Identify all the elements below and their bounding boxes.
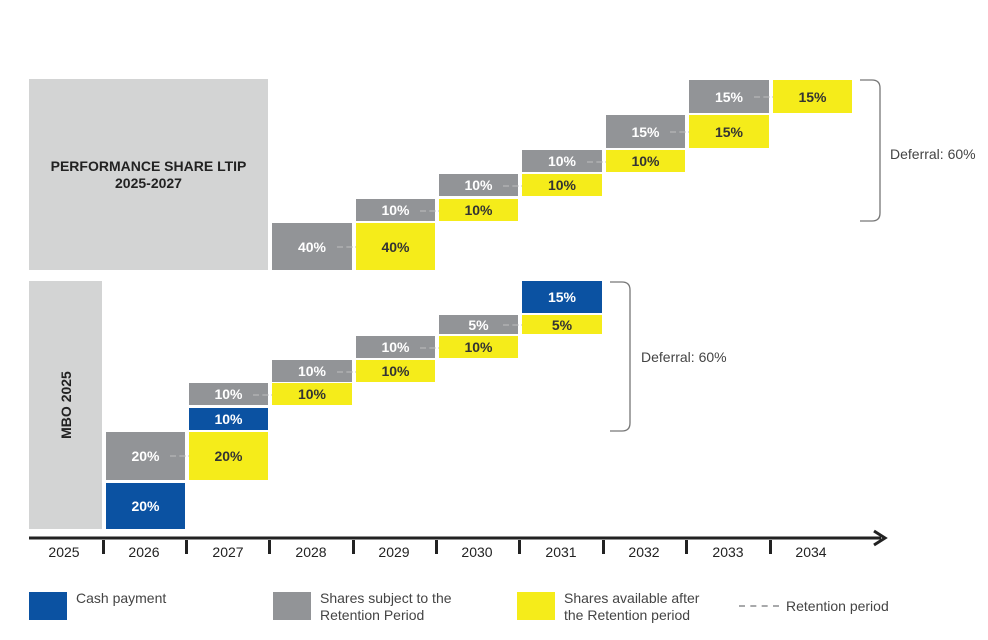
axis-year-2028: 2028 <box>295 544 327 560</box>
mbo-2027-blue-box: 10% <box>189 408 268 430</box>
legend-cash-label: Cash payment <box>76 590 167 606</box>
timeline-axis <box>29 529 888 547</box>
ltip-2029-yellow-box: 10% <box>439 199 518 221</box>
axis-tick <box>102 540 105 554</box>
mbo-2027-yellow-box: 20% <box>189 432 268 480</box>
mbo-2031-blue-box: 15% <box>522 281 602 313</box>
ltip-title-line1: PERFORMANCE SHARE LTIP <box>50 158 247 174</box>
axis-year-2030: 2030 <box>461 544 493 560</box>
legend-cash-swatch <box>29 592 67 620</box>
ltip-2032-gray-box: 15% <box>606 115 685 148</box>
axis-year-2027: 2027 <box>212 544 244 560</box>
mbo-2030-gray-box: 5% <box>439 315 518 334</box>
axis-year-2034: 2034 <box>795 544 827 560</box>
axis-year-2026: 2026 <box>128 544 160 560</box>
legend-shares-subject-swatch <box>273 592 311 620</box>
ltip-2030-gray-box: 10% <box>439 174 518 196</box>
mbo-2028-gray-box: 10% <box>272 360 352 382</box>
retention-dash <box>337 246 371 248</box>
ltip-deferral-label: Deferral: 60% <box>890 146 976 162</box>
axis-tick <box>685 540 688 554</box>
ltip-2031-gray-box: 10% <box>522 150 602 172</box>
axis-year-2029: 2029 <box>378 544 410 560</box>
axis-tick <box>185 540 188 554</box>
retention-dash <box>503 185 537 187</box>
legend-retention-label: Retention period <box>786 598 889 614</box>
mbo-2027-gray-box: 10% <box>189 383 268 405</box>
mbo-2031-yellow-box: 5% <box>522 315 602 334</box>
retention-dash <box>754 96 788 98</box>
mbo-2026-blue-box: 20% <box>106 483 185 529</box>
ltip-deferral-brace <box>860 79 881 222</box>
axis-tick <box>352 540 355 554</box>
mbo-title: MBO 2025 <box>58 371 74 439</box>
axis-tick <box>435 540 438 554</box>
ltip-title-line2: 2025-2027 <box>115 175 182 191</box>
axis-year-2032: 2032 <box>628 544 660 560</box>
legend-shares-available-line2: the Retention period <box>564 607 691 623</box>
mbo-2030-yellow-box: 10% <box>439 336 518 358</box>
legend-shares-subject-line2: Retention Period <box>320 607 425 623</box>
ltip-panel: PERFORMANCE SHARE LTIP 2025-2027 <box>29 79 268 270</box>
axis-year-2025: 2025 <box>48 544 80 560</box>
mbo-deferral-brace <box>610 281 631 432</box>
ltip-2034-yellow-box: 15% <box>773 80 852 113</box>
axis-year-2031: 2031 <box>545 544 577 560</box>
axis-tick <box>769 540 772 554</box>
ltip-2031-yellow-box: 10% <box>606 150 685 172</box>
legend-shares-available-line1: Shares available after <box>564 590 700 606</box>
ltip-2032-yellow-box: 15% <box>689 115 769 148</box>
retention-dash <box>587 161 621 163</box>
mbo-2028-yellow-box: 10% <box>272 383 352 405</box>
axis-year-2033: 2033 <box>712 544 744 560</box>
mbo-panel: MBO 2025 <box>29 281 102 529</box>
ltip-2029-gray-box: 10% <box>356 199 435 221</box>
legend-shares-available-swatch <box>517 592 555 620</box>
mbo-2029-gray-box: 10% <box>356 336 435 358</box>
retention-dash <box>253 394 287 396</box>
mbo-deferral-label: Deferral: 60% <box>641 349 727 365</box>
legend-shares-subject-line1: Shares subject to the <box>320 590 452 606</box>
axis-tick <box>268 540 271 554</box>
mbo-2029-yellow-box: 10% <box>356 360 435 382</box>
ltip-2028-yellow-box: 40% <box>356 223 435 270</box>
axis-tick <box>602 540 605 554</box>
retention-dash <box>670 131 704 133</box>
retention-dash <box>170 455 204 457</box>
retention-dash <box>503 324 537 326</box>
axis-tick <box>518 540 521 554</box>
retention-dash <box>337 371 371 373</box>
ltip-2030-yellow-box: 10% <box>522 174 602 196</box>
retention-dash <box>420 347 454 349</box>
legend-retention-dash <box>739 605 779 607</box>
retention-dash <box>420 210 454 212</box>
